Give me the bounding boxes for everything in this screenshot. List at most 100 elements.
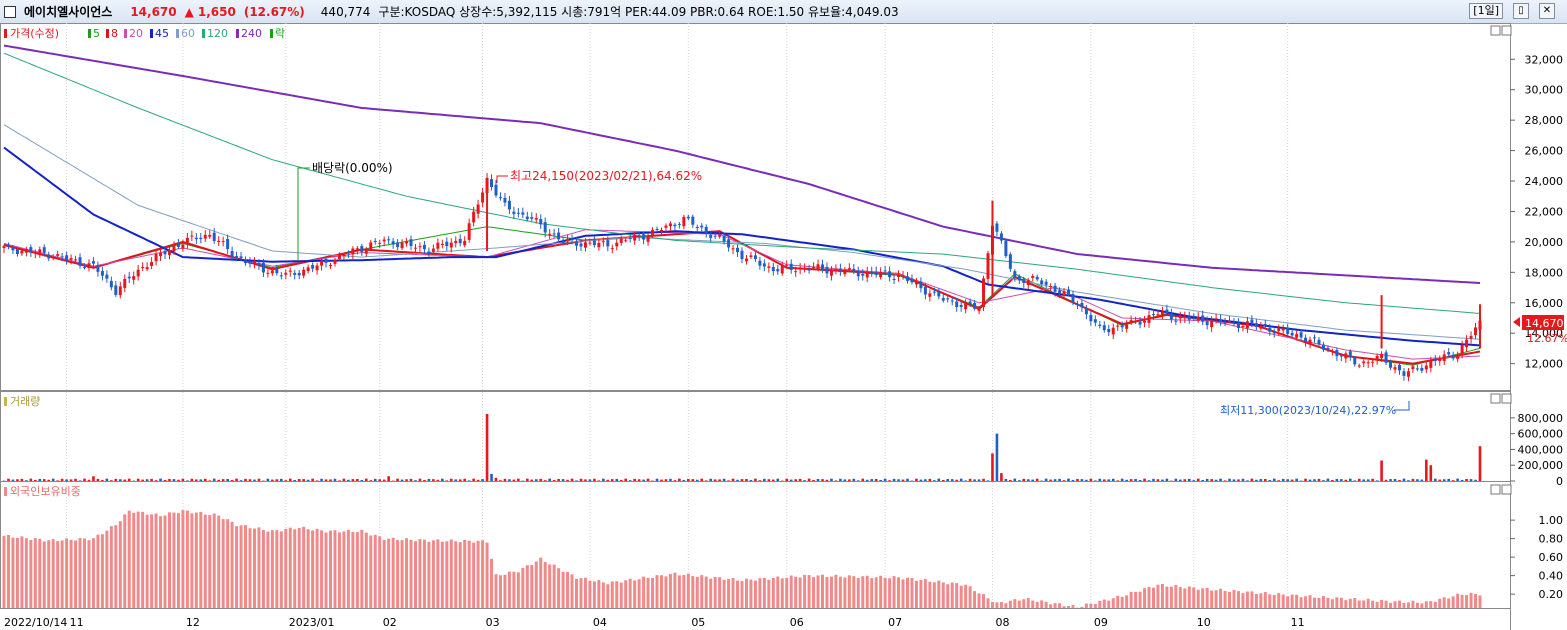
volume-bar bbox=[432, 479, 435, 481]
volume-bar bbox=[727, 480, 730, 481]
volume-bar bbox=[25, 480, 28, 481]
candle-body bbox=[498, 197, 502, 199]
foreign-ratio-bar bbox=[776, 576, 780, 608]
foreign-ratio-bar bbox=[167, 512, 171, 608]
foreign-ratio-bar bbox=[1125, 595, 1129, 608]
candle-body bbox=[1178, 316, 1182, 319]
foreign-ratio-bar bbox=[1286, 596, 1290, 608]
candle-body bbox=[1451, 355, 1455, 359]
foreign-ratio-bar bbox=[651, 577, 655, 608]
split-button[interactable]: ▯ bbox=[1513, 3, 1529, 19]
foreign-ratio-bar bbox=[208, 515, 212, 608]
volume-bar bbox=[1129, 479, 1133, 481]
foreign-ratio-bar bbox=[601, 582, 605, 608]
x-tick-label: 03 bbox=[486, 616, 500, 629]
close-icon[interactable]: ✕ bbox=[1539, 3, 1555, 19]
foreign-ratio-bar bbox=[821, 574, 825, 608]
volume-bar bbox=[816, 478, 820, 481]
volume-bar bbox=[865, 479, 869, 481]
foreign-ratio-bar bbox=[561, 571, 565, 608]
candle-body bbox=[1313, 337, 1317, 339]
volume-bar bbox=[467, 480, 471, 481]
candle-body bbox=[364, 249, 368, 254]
candle-body bbox=[597, 242, 601, 248]
foreign-ratio-bar bbox=[575, 578, 579, 608]
foreign-ratio-bar bbox=[382, 539, 386, 608]
foreign-ratio-bar bbox=[852, 576, 856, 608]
candle-body bbox=[642, 234, 646, 240]
foreign-ratio-bar bbox=[288, 527, 292, 608]
candle-body bbox=[749, 255, 753, 257]
volume-bar bbox=[798, 478, 802, 481]
volume-bar bbox=[1241, 478, 1245, 481]
candle-body bbox=[897, 274, 901, 277]
price-legend[interactable]: 가격(수정) 5 8 20 45 60 120 240 락 bbox=[4, 27, 285, 40]
foreign-ratio-bar bbox=[1111, 598, 1115, 608]
candle-body bbox=[181, 244, 185, 249]
candle-body bbox=[905, 276, 909, 281]
volume-bar bbox=[566, 479, 569, 481]
foreign-legend-marker bbox=[4, 487, 7, 496]
foreign-ratio-bar bbox=[713, 576, 717, 608]
candle-body bbox=[610, 248, 614, 250]
current-price: 14,670 bbox=[130, 4, 177, 19]
candle-body bbox=[870, 271, 874, 273]
candle-body bbox=[1129, 320, 1133, 323]
volume-bar bbox=[145, 479, 149, 481]
foreign-ratio-bar bbox=[642, 576, 646, 608]
price-tick-label: 32,000 bbox=[1525, 53, 1564, 66]
foreign-ratio-bar bbox=[1004, 603, 1008, 608]
volume-bar bbox=[7, 478, 10, 481]
candle-body bbox=[217, 240, 221, 242]
foreign-ratio-bar bbox=[610, 581, 614, 608]
foreign-ratio-bar bbox=[1040, 600, 1044, 608]
foreign-ratio-bar bbox=[248, 528, 252, 608]
candle-body bbox=[646, 235, 650, 242]
candle-body bbox=[516, 212, 520, 214]
volume-bar bbox=[333, 478, 337, 481]
candle-body bbox=[1268, 327, 1272, 332]
volume-bar bbox=[351, 479, 355, 481]
foreign-ratio-bar bbox=[400, 540, 404, 608]
foreign-ratio-bar bbox=[1397, 600, 1401, 608]
select-checkbox[interactable] bbox=[4, 5, 16, 18]
foreign-ratio-bar bbox=[145, 514, 149, 608]
volume-bar bbox=[588, 479, 592, 481]
foreign-ratio-bar bbox=[378, 536, 382, 608]
foreign-ratio-bar bbox=[324, 532, 328, 608]
volume-bar bbox=[812, 479, 815, 481]
volume-bar bbox=[888, 480, 891, 481]
volume-bar bbox=[1317, 478, 1321, 481]
volume-bar bbox=[745, 478, 748, 481]
candle-body bbox=[995, 223, 999, 232]
volume-bar bbox=[691, 479, 695, 481]
x-tick-label: 12 bbox=[186, 616, 200, 629]
volume-bar bbox=[47, 479, 51, 481]
candle-body bbox=[261, 262, 265, 273]
volume-bar bbox=[602, 478, 605, 481]
foreign-ratio-bar bbox=[937, 580, 941, 608]
foreign-ratio-bar bbox=[964, 584, 968, 608]
period-selector[interactable]: [1일] bbox=[1469, 3, 1503, 19]
foreign-ratio-bar bbox=[454, 541, 458, 608]
panel-buttons[interactable] bbox=[1490, 25, 1512, 495]
ma-legend-marker bbox=[106, 29, 109, 38]
stock-chart: 12,000 14,000 16,000 18,000 20,000 22,000 24,0… bbox=[0, 23, 1567, 630]
candle-body bbox=[794, 271, 798, 273]
volume-bar bbox=[163, 479, 167, 481]
foreign-ratio-bar bbox=[33, 538, 37, 608]
volume-bar bbox=[324, 479, 328, 481]
volume-bar bbox=[409, 478, 413, 481]
volume-bar bbox=[1138, 479, 1142, 481]
candle-body bbox=[1219, 319, 1223, 322]
candle-body bbox=[677, 223, 681, 225]
volume-bar bbox=[1348, 478, 1352, 481]
ma-legend-marker bbox=[236, 29, 239, 38]
ma-legend: 5 8 20 45 60 120 240 락 bbox=[88, 27, 285, 40]
volume-bar bbox=[405, 479, 408, 481]
candle-body bbox=[566, 238, 570, 242]
foreign-ratio-bar bbox=[874, 577, 878, 608]
candle-body bbox=[127, 276, 131, 279]
candle-body bbox=[114, 285, 118, 295]
volume-bar bbox=[1371, 478, 1374, 481]
